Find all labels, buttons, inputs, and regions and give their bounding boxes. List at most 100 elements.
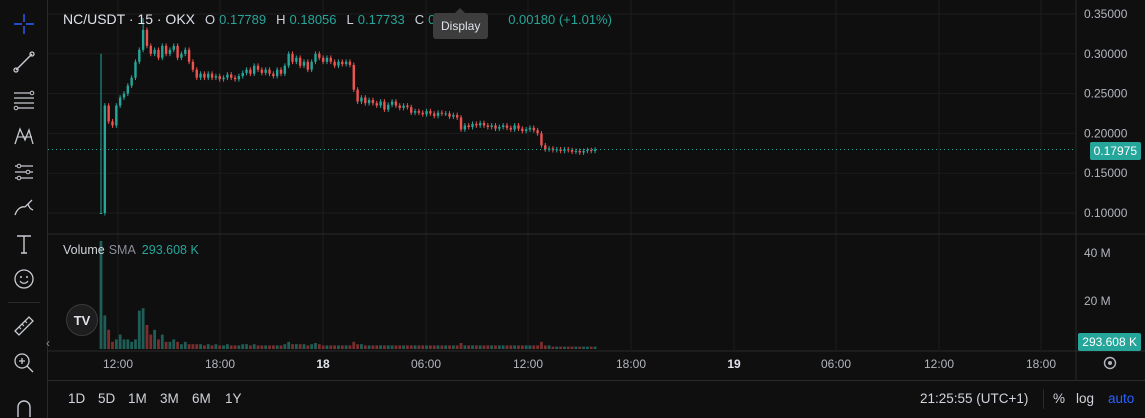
volume-bar — [337, 345, 340, 349]
open-label: O — [205, 12, 216, 27]
candle-body — [115, 105, 118, 126]
candle-body — [134, 61, 137, 78]
trend-line-icon[interactable] — [8, 48, 40, 76]
pattern-icon[interactable] — [8, 122, 40, 150]
candle-body — [429, 111, 432, 114]
range-5d-button[interactable]: 5D — [98, 391, 116, 406]
settings-gear-icon[interactable] — [1103, 356, 1117, 370]
candle-body — [394, 101, 398, 106]
candle-body — [494, 125, 497, 129]
volume-bar — [501, 345, 505, 349]
volume-bar — [432, 345, 436, 349]
ruler-icon[interactable] — [8, 312, 40, 340]
candle-body — [383, 101, 386, 110]
ohlc-legend: NC/USDT · 15 · OKX O 0.17789 H 0.18056 L 0.… — [63, 11, 612, 27]
volume-bar — [275, 345, 279, 349]
volume-bar — [371, 345, 375, 349]
volume-bar — [566, 346, 570, 349]
volume-bar — [157, 339, 160, 349]
candle-body — [306, 61, 310, 70]
range-1m-button[interactable]: 1M — [128, 391, 147, 406]
range-1y-button[interactable]: 1Y — [225, 391, 242, 406]
brush-icon[interactable] — [8, 194, 40, 222]
volume-bar — [218, 345, 222, 349]
clock-timezone[interactable]: 21:25:55 (UTC+1) — [920, 391, 1029, 406]
candle-body — [490, 125, 493, 128]
candle-body — [509, 127, 513, 130]
candle-body — [452, 115, 455, 117]
volume-bar — [463, 345, 467, 349]
candle-body — [207, 73, 210, 78]
volume-bar — [191, 344, 195, 349]
crosshair-icon[interactable] — [8, 10, 40, 38]
price-axis-label: 0.35000 — [1084, 7, 1128, 21]
volume-bar — [574, 346, 578, 349]
volume-bar — [471, 345, 474, 349]
candle-body — [559, 149, 562, 151]
candle-body — [593, 149, 597, 151]
volume-bar — [348, 345, 352, 349]
magnet-icon[interactable] — [8, 394, 40, 418]
chart-canvas[interactable]: 0.35000 0.30000 0.25000 0.20000 0.15000 0.100… — [48, 0, 1145, 380]
prediction-icon[interactable] — [8, 158, 40, 186]
percent-toggle[interactable]: % — [1053, 391, 1066, 406]
candle-body — [172, 45, 175, 50]
volume-bar — [187, 344, 191, 349]
candle-body — [379, 101, 382, 106]
volume-bar — [478, 345, 482, 349]
candle-body — [536, 130, 539, 134]
tradingview-logo[interactable]: TV — [66, 304, 98, 336]
chevron-left-icon[interactable]: ‹ — [46, 336, 50, 350]
fib-retracement-icon[interactable] — [8, 86, 40, 114]
range-3m-button[interactable]: 3M — [160, 391, 179, 406]
candle-body — [275, 69, 279, 77]
volume-bar — [103, 315, 107, 349]
range-6m-button[interactable]: 6M — [192, 391, 211, 406]
log-toggle[interactable]: log — [1076, 391, 1095, 406]
time-axis-label: 18:00 — [205, 357, 235, 371]
candle-body — [475, 123, 478, 126]
range-1d-button[interactable]: 1D — [68, 391, 86, 406]
candle-body — [586, 150, 589, 152]
volume-bar — [107, 329, 111, 349]
volume-legend: Volume SMA 293.608 K — [63, 243, 199, 257]
candle-body — [249, 69, 252, 74]
symbol-title[interactable]: NC/USDT · 15 · OKX — [63, 11, 195, 27]
volume-bar — [513, 345, 517, 349]
candle-body — [364, 97, 367, 104]
candle-body — [329, 57, 332, 62]
volume-bar — [406, 345, 409, 349]
chart-area[interactable]: 0.35000 0.30000 0.25000 0.20000 0.15000 0.100… — [46, 0, 1145, 380]
text-icon[interactable] — [8, 230, 40, 258]
volume-bar — [451, 345, 455, 349]
candle-body — [145, 29, 149, 46]
volume-bar — [390, 345, 394, 349]
candle-body — [590, 150, 593, 152]
volume-bar — [291, 344, 294, 349]
candle-body — [337, 61, 340, 66]
candle-body — [111, 121, 114, 126]
low-value: 0.17733 — [357, 12, 405, 27]
auto-toggle[interactable]: auto — [1108, 391, 1135, 406]
time-axis-label: 18 — [316, 357, 330, 371]
candle-body — [256, 65, 260, 70]
volume-bar — [168, 341, 172, 349]
volume-bar — [555, 346, 559, 349]
candle-body — [417, 111, 421, 113]
candle-body — [390, 101, 394, 105]
volume-bar — [360, 344, 363, 349]
emoji-icon[interactable] — [8, 265, 40, 293]
volume-bar — [333, 345, 337, 349]
volume-title[interactable]: Volume — [63, 243, 105, 257]
volume-bar — [149, 334, 153, 349]
volume-bar — [578, 346, 582, 349]
zoom-in-icon[interactable] — [8, 349, 40, 377]
volume-bar — [417, 345, 421, 349]
volume-bar — [563, 346, 566, 349]
candle-body — [157, 49, 160, 58]
candle-body — [191, 61, 195, 70]
candle-body — [302, 61, 306, 66]
candle-body — [521, 128, 524, 132]
volume-bar — [271, 345, 275, 349]
volume-bar — [153, 329, 157, 349]
